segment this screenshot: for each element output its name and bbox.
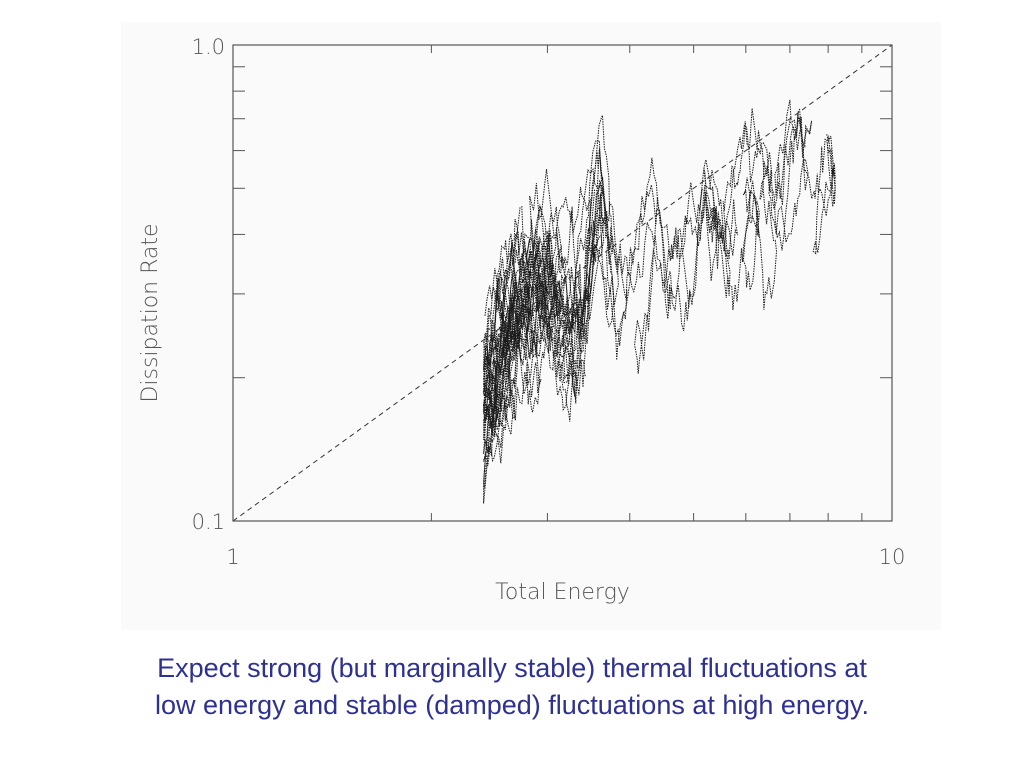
caption-line-1: Expect strong (but marginally stable) th…: [157, 653, 867, 683]
reference-dashed-line: [232, 44, 893, 522]
fluctuation-path: [483, 204, 580, 489]
fluctuation-path: [483, 113, 614, 504]
slide-caption: Expect strong (but marginally stable) th…: [40, 650, 984, 724]
fluctuation-trace: [482, 99, 836, 504]
x-tick-label-left: 1: [226, 545, 239, 569]
caption-line-2: low energy and stable (damped) fluctuati…: [155, 690, 869, 720]
chart-panel: 1.0 0.1 1 10 Total Energy Dissipation Ra…: [121, 22, 941, 630]
fluctuation-path: [484, 99, 813, 361]
chart: 1.0 0.1 1 10 Total Energy Dissipation Ra…: [138, 35, 906, 605]
fluctuation-path: [483, 184, 671, 425]
fluctuation-path: [501, 108, 836, 376]
y-axis-label: Dissipation Rate: [138, 223, 163, 402]
x-axis-label: Total Energy: [495, 580, 630, 605]
y-tick-label-top: 1.0: [192, 35, 225, 59]
plot-frame: [232, 44, 893, 522]
y-tick-label-bottom: 0.1: [192, 510, 225, 534]
axis-ticks: [233, 45, 892, 521]
x-tick-label-right: 10: [879, 545, 906, 569]
